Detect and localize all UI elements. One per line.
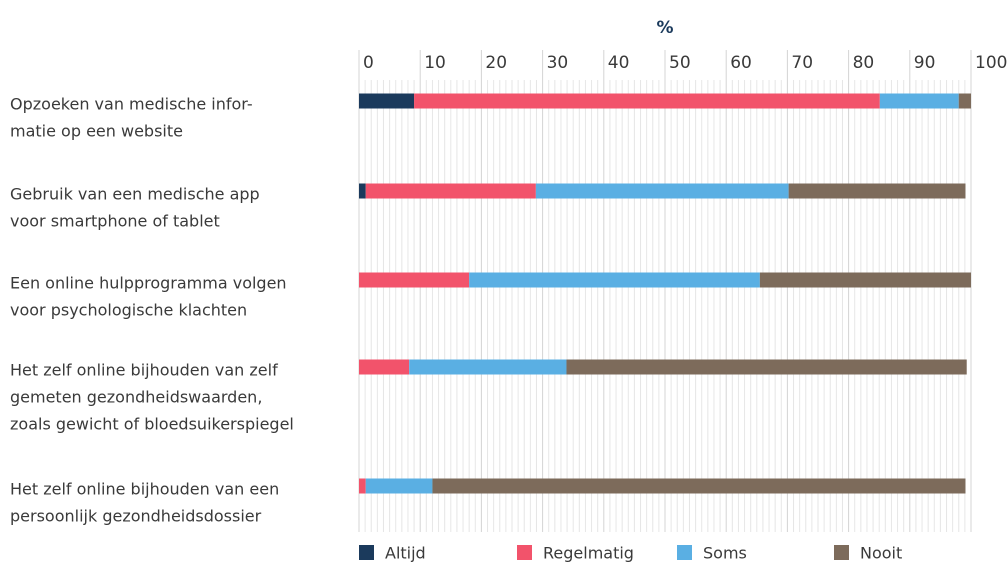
legend-label: Nooit bbox=[860, 544, 902, 563]
bar-segment bbox=[359, 272, 470, 288]
legend-label: Regelmatig bbox=[543, 544, 634, 563]
legend-label: Soms bbox=[703, 544, 747, 563]
category-label: voor psychologische klachten bbox=[10, 301, 247, 320]
x-tick-label: 10 bbox=[424, 53, 446, 73]
category-label: persoonlijk gezondheidsdossier bbox=[10, 507, 262, 526]
x-tick-label: 0 bbox=[363, 53, 374, 73]
category-label: zoals gewicht of bloedsuikerspiegel bbox=[10, 415, 294, 434]
bar-segment bbox=[359, 359, 410, 375]
legend-swatch bbox=[517, 545, 532, 560]
bar-segment bbox=[359, 183, 366, 199]
bar-segment bbox=[788, 183, 966, 199]
x-tick-label: 60 bbox=[730, 53, 752, 73]
bar-segment bbox=[759, 272, 971, 288]
bar-segment bbox=[469, 272, 760, 288]
x-tick-label: 100 bbox=[975, 53, 1007, 73]
bar-segment bbox=[566, 359, 967, 375]
legend-label: Altijd bbox=[385, 544, 426, 563]
x-tick-label: 90 bbox=[914, 53, 936, 73]
category-label: matie op een website bbox=[10, 122, 183, 141]
bar-segment bbox=[958, 93, 971, 109]
bar-segment bbox=[535, 183, 789, 199]
x-tick-label: 20 bbox=[485, 53, 507, 73]
bar-segment bbox=[359, 478, 366, 494]
bar-segment bbox=[409, 359, 567, 375]
legend-swatch bbox=[359, 545, 374, 560]
category-label: Het zelf online bijhouden van zelf bbox=[10, 361, 278, 380]
category-label: Opzoeken van medische infor- bbox=[10, 95, 253, 114]
category-label: Het zelf online bijhouden van een bbox=[10, 480, 279, 499]
bar-segment bbox=[432, 478, 966, 494]
bar-segment bbox=[414, 93, 880, 109]
bar-segment bbox=[365, 478, 433, 494]
x-tick-label: 40 bbox=[608, 53, 630, 73]
category-label: Gebruik van een medische app bbox=[10, 185, 260, 204]
bar-segment bbox=[359, 93, 415, 109]
legend-swatch bbox=[677, 545, 692, 560]
x-tick-label: 30 bbox=[547, 53, 569, 73]
bar-segment bbox=[365, 183, 536, 199]
legend-swatch bbox=[834, 545, 849, 560]
bar-segment bbox=[879, 93, 959, 109]
x-tick-label: 70 bbox=[791, 53, 813, 73]
category-label: Een online hulpprogramma volgen bbox=[10, 274, 287, 293]
x-tick-label: 50 bbox=[669, 53, 691, 73]
axis-title: % bbox=[656, 18, 673, 38]
x-tick-label: 80 bbox=[853, 53, 875, 73]
category-label: voor smartphone of tablet bbox=[10, 212, 220, 231]
category-label: gemeten gezondheidswaarden, bbox=[10, 388, 262, 407]
